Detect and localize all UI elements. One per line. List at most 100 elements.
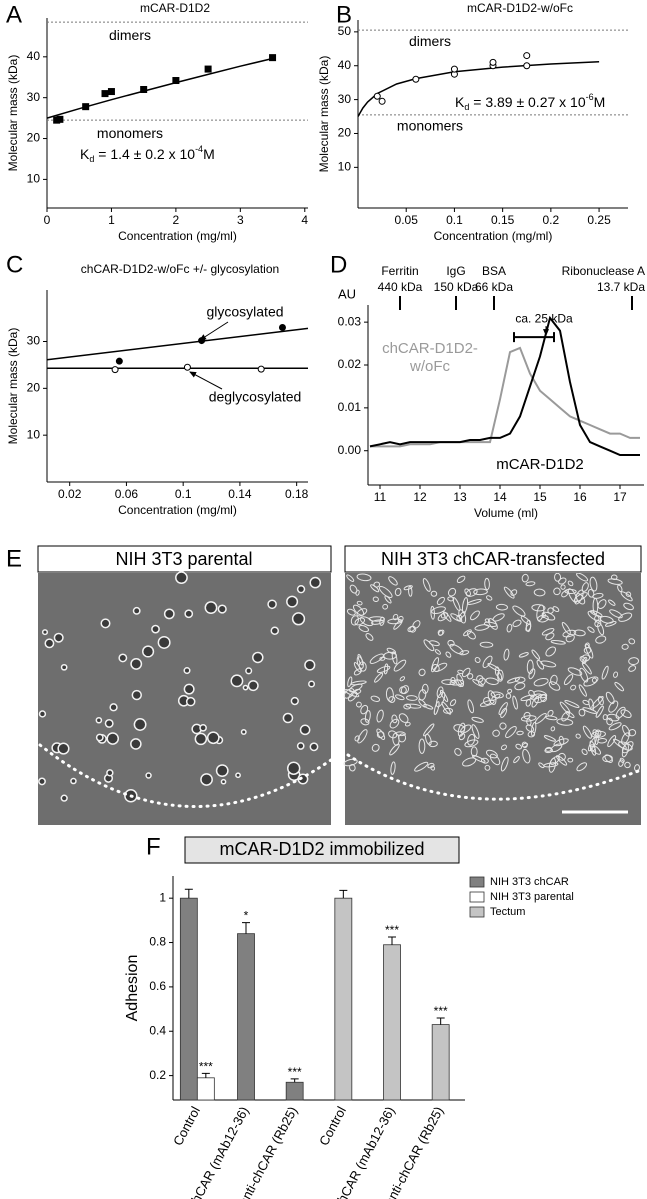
cell (430, 605, 435, 620)
cell (540, 660, 557, 668)
error-bar (290, 1078, 299, 1083)
cell (459, 650, 470, 656)
cell (545, 646, 557, 657)
bar (179, 897, 198, 1101)
error-bar (242, 922, 250, 934)
cell (450, 613, 463, 622)
significance: *** (385, 923, 399, 937)
annotation: Kd = 1.4 ± 0.2 x 10-4M (80, 144, 215, 164)
cell (230, 674, 244, 688)
cell (515, 743, 522, 750)
cell (215, 764, 229, 778)
cell (492, 729, 500, 737)
cell (376, 731, 385, 739)
y-axis-label: AU (338, 286, 356, 301)
cell (480, 757, 489, 764)
x-tick-label: 0.18 (285, 487, 309, 501)
chart-title: mCAR-D1D2 (140, 1, 210, 15)
cell (347, 676, 353, 688)
cell (575, 733, 581, 739)
standard-sublabel: 13.7 kDa (597, 280, 645, 294)
cell (465, 588, 478, 597)
cell (151, 624, 160, 634)
y-tick-label: 20 (27, 381, 41, 395)
cell (464, 739, 479, 748)
point (373, 92, 381, 100)
cell (583, 676, 599, 687)
series-label: deglycosylated (209, 389, 302, 405)
cell (343, 758, 358, 767)
cell (618, 741, 633, 751)
fit-line (46, 327, 309, 361)
cell (405, 703, 422, 709)
cell (445, 651, 452, 658)
cell (514, 682, 526, 691)
cell (441, 679, 456, 686)
error-bar (339, 889, 348, 899)
annotation-part: d (464, 102, 469, 112)
x-tick-label: 17 (613, 490, 627, 504)
cell (349, 584, 358, 594)
image-label-box (344, 545, 642, 573)
cell (394, 694, 405, 701)
point (82, 103, 90, 111)
cell (594, 732, 599, 746)
cell (357, 729, 368, 744)
point (523, 62, 531, 70)
cell (522, 748, 531, 764)
cell (512, 695, 518, 710)
bar (431, 1024, 450, 1101)
error-bar (184, 888, 193, 899)
legend-label: NIH 3T3 parental (490, 891, 574, 903)
cell (433, 701, 440, 715)
cell (390, 761, 396, 775)
cell (486, 595, 493, 601)
cell (567, 757, 574, 763)
cell (579, 656, 586, 663)
cell (585, 643, 594, 659)
cell (204, 601, 218, 615)
cell (436, 686, 444, 699)
chart-title: mCAR-D1D2-w/oFc (467, 1, 573, 15)
cell (573, 592, 588, 603)
cell (604, 621, 617, 627)
cell (132, 606, 141, 615)
cell (530, 693, 542, 700)
y-tick-label: 30 (338, 92, 352, 106)
cell (95, 716, 103, 724)
cell (490, 691, 504, 699)
bar (383, 944, 401, 1101)
cell (564, 588, 577, 595)
error-bar (201, 1072, 210, 1078)
cell (304, 659, 316, 671)
cell (503, 586, 515, 599)
cell (605, 691, 615, 705)
y-tick-label: 20 (338, 126, 352, 140)
x-tick-label: 13 (453, 490, 467, 504)
cell (184, 609, 194, 619)
trace (370, 346, 640, 448)
cell (471, 716, 484, 723)
cell (393, 619, 403, 630)
cell (628, 638, 636, 645)
cell (595, 635, 607, 644)
x-tick-label: 0 (44, 213, 51, 227)
x-tick-label: 3 (237, 213, 244, 227)
cell (358, 624, 370, 633)
cell (200, 773, 213, 786)
cell (388, 576, 398, 586)
cell (567, 588, 578, 603)
cell (589, 745, 596, 752)
cell (591, 677, 597, 683)
cell (628, 665, 637, 672)
cell (623, 602, 634, 611)
error-bar (388, 936, 396, 945)
cell (346, 608, 356, 616)
cell (505, 693, 512, 699)
y-tick-label: 10 (27, 427, 41, 441)
x-tick-label: 1 (108, 213, 115, 227)
cell (194, 732, 208, 746)
panel-letter: C (6, 251, 23, 278)
cell (533, 588, 546, 597)
cell (499, 722, 507, 730)
